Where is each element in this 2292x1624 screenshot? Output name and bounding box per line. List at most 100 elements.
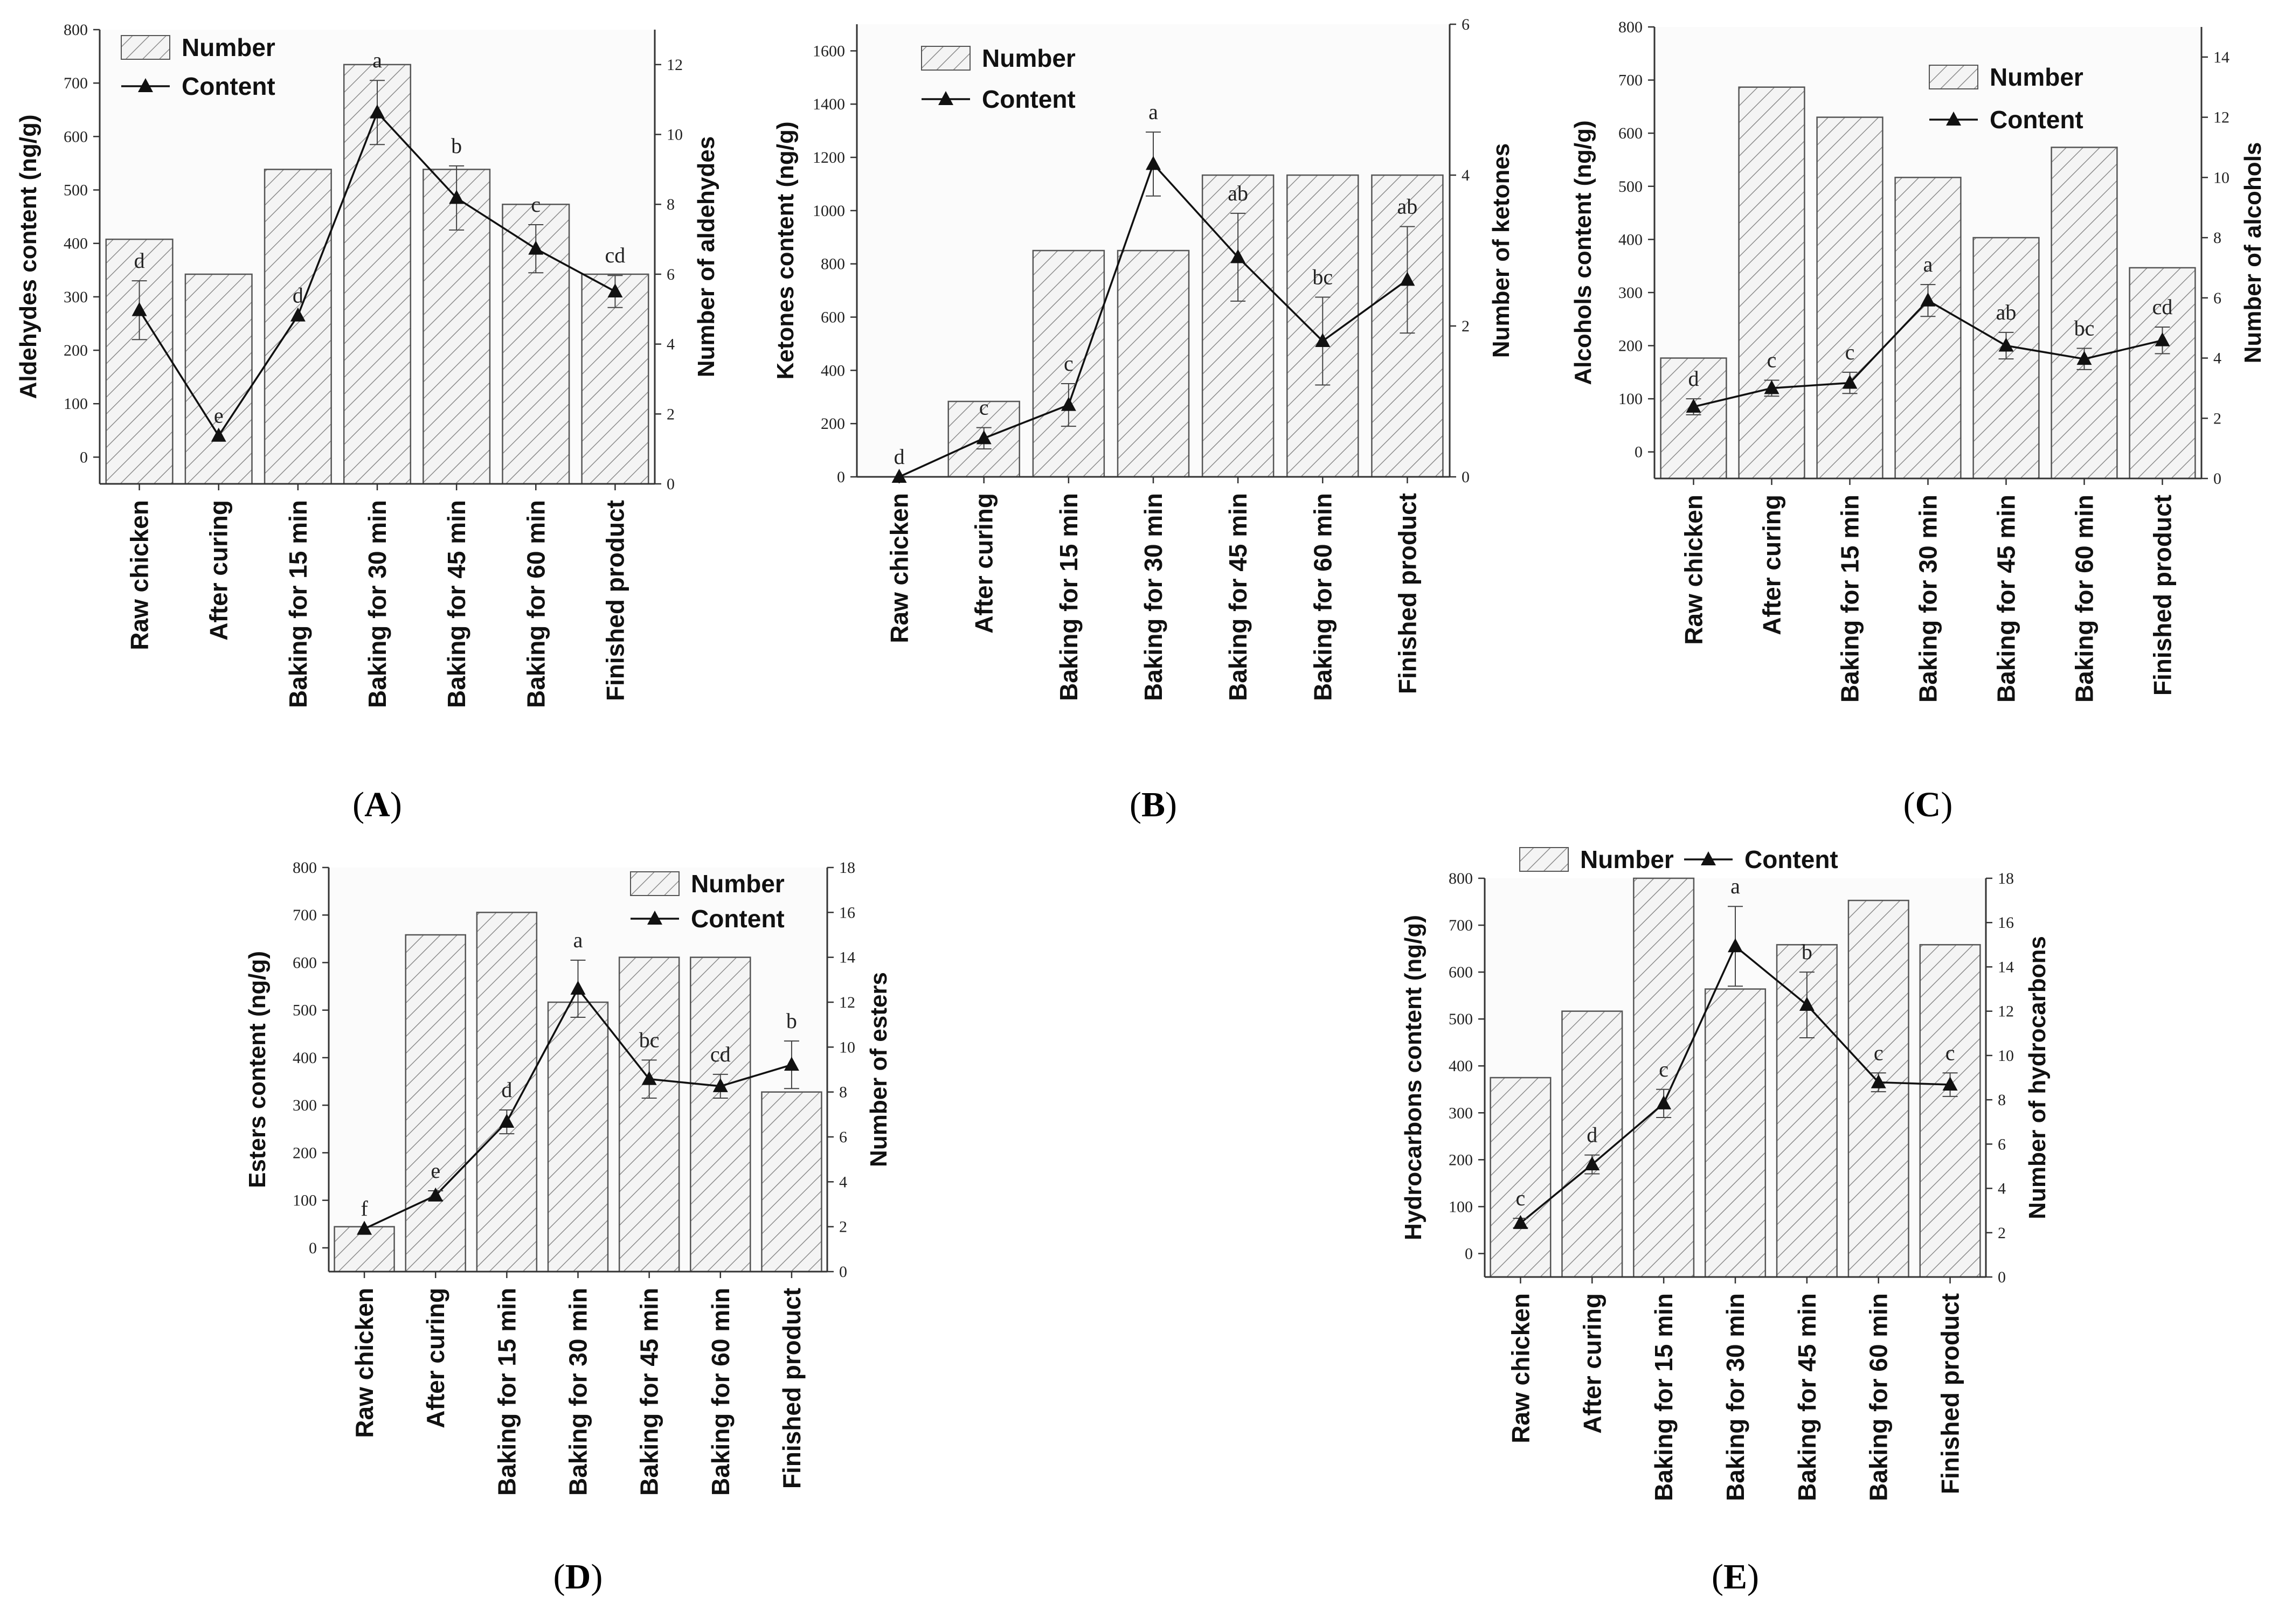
legend-label-content: Content — [182, 72, 275, 100]
content-point — [449, 190, 465, 204]
significance-label: c — [1945, 1040, 1955, 1065]
panel-label: (D) — [553, 1557, 603, 1597]
x-tick-label: Baking for 45 min — [442, 500, 470, 708]
content-point — [499, 1114, 515, 1128]
x-tick-label: Raw chicken — [126, 500, 154, 650]
content-point — [784, 1057, 799, 1071]
legend-swatch-number — [1929, 65, 1978, 89]
bar-number — [1816, 116, 1884, 480]
x-tick-label: Baking for 15 min — [1650, 1293, 1678, 1501]
y-tick-label-left: 100 — [64, 395, 88, 413]
significance-label: d — [134, 248, 145, 273]
x-tick-label: Baking for 45 min — [1224, 493, 1252, 701]
content-point — [1513, 1214, 1528, 1229]
significance-label: ab — [1397, 195, 1418, 219]
bar-number — [1032, 249, 1105, 478]
y-tick-label-left: 1000 — [813, 202, 845, 220]
significance-label: bc — [1312, 265, 1333, 289]
content-point — [211, 427, 226, 442]
y-tick-label-right: 4 — [2213, 350, 2221, 367]
legend-label-number: Number — [1990, 63, 2083, 91]
y-tick-label-left: 700 — [1449, 917, 1473, 934]
y-tick-label-right: 12 — [2213, 109, 2229, 127]
significance-label: cd — [710, 1042, 731, 1066]
y-tick-label-left: 500 — [64, 182, 88, 199]
legend-label-number: Number — [182, 33, 275, 61]
significance-label: cd — [605, 243, 626, 267]
legend-swatch-content-marker — [1701, 851, 1716, 865]
y-tick-label-left: 400 — [64, 235, 88, 253]
y-tick-label-right: 4 — [839, 1173, 847, 1191]
y-tick-label-right: 4 — [667, 336, 675, 353]
x-tick-label: Baking for 45 min — [1992, 495, 2020, 703]
x-tick-label: Baking for 30 min — [1721, 1293, 1749, 1501]
y-tick-label-left: 600 — [821, 309, 845, 327]
content-point — [1764, 380, 1779, 394]
y-tick-label-left: 500 — [1618, 178, 1643, 196]
significance-label: a — [1923, 252, 1933, 276]
x-tick-label: Finished product — [601, 500, 629, 701]
y-tick-label-right: 0 — [1998, 1268, 2006, 1286]
bar-number — [2129, 267, 2196, 480]
bar-number — [184, 273, 253, 485]
legend-swatch-number — [121, 35, 170, 60]
y-tick-label-right: 0 — [2213, 470, 2221, 488]
panel-label-close: ) — [390, 785, 402, 824]
y-axis-title-right: Number of ketones — [1488, 143, 1514, 358]
y-tick-label-left: 700 — [64, 74, 88, 92]
y-tick-label-left: 0 — [837, 468, 845, 486]
bar-number — [1704, 988, 1767, 1278]
legend-swatch-content-marker — [938, 91, 953, 105]
y-tick-label-left: 800 — [821, 255, 845, 273]
significance-label: c — [1516, 1186, 1526, 1210]
content-point — [131, 302, 147, 316]
significance-label: bc — [2074, 316, 2095, 340]
y-tick-label-left: 200 — [821, 415, 845, 433]
x-tick-label: Baking for 30 min — [564, 1288, 592, 1496]
x-tick-label: Finished product — [1936, 1293, 1964, 1494]
y-tick-label-left: 800 — [1618, 18, 1643, 36]
legend-label-number: Number — [691, 870, 785, 898]
y-axis-title-left: Esters content (ng/g) — [244, 951, 271, 1188]
y-tick-label-left: 0 — [1465, 1245, 1473, 1262]
y-tick-label-right: 2 — [667, 405, 675, 423]
legend-swatch-content-marker — [647, 911, 662, 925]
content-point — [1842, 374, 1858, 389]
y-tick-label-right: 6 — [1998, 1135, 2006, 1153]
y-tick-label-right: 6 — [1462, 16, 1470, 33]
y-tick-label-right: 16 — [1998, 914, 2014, 932]
y-tick-label-right: 16 — [839, 904, 855, 921]
significance-label: d — [1587, 1123, 1597, 1147]
panel-label-letter: D — [565, 1557, 591, 1597]
content-point — [428, 1187, 444, 1202]
x-tick-label: Baking for 45 min — [635, 1288, 663, 1496]
legend-label-content: Content — [1990, 106, 2083, 134]
y-tick-label-right: 6 — [667, 266, 675, 283]
x-tick-label: Baking for 60 min — [1865, 1293, 1893, 1501]
y-tick-label-right: 2 — [839, 1218, 847, 1236]
y-tick-label-left: 300 — [293, 1096, 317, 1114]
bar-number — [690, 956, 751, 1273]
x-tick-label: Baking for 15 min — [284, 500, 312, 708]
bar-number — [1660, 357, 1727, 480]
panel-label-open: ( — [1130, 785, 1141, 824]
y-tick-label-left: 700 — [1618, 72, 1643, 89]
panel-label-open: ( — [553, 1557, 565, 1597]
panel-label-open: ( — [352, 785, 364, 824]
bar-number — [1490, 1077, 1552, 1278]
content-point — [1942, 1077, 1958, 1091]
x-tick-label: Baking for 60 min — [522, 500, 550, 708]
bar-number — [761, 1091, 822, 1273]
significance-label: ab — [1996, 300, 2017, 324]
content-point — [1920, 292, 1936, 307]
x-tick-label: Raw chicken — [350, 1288, 378, 1438]
significance-label: e — [431, 1158, 440, 1183]
content-point — [528, 240, 544, 255]
x-tick-label: Baking for 60 min — [1308, 493, 1337, 701]
y-tick-label-left: 1600 — [813, 42, 845, 60]
bar-number — [618, 956, 680, 1273]
content-point — [607, 283, 623, 297]
x-tick-label: Raw chicken — [1506, 1293, 1534, 1443]
panel-label: (C) — [1903, 785, 1953, 824]
y-axis-title-left: Aldehydes content (ng/g) — [15, 115, 41, 399]
